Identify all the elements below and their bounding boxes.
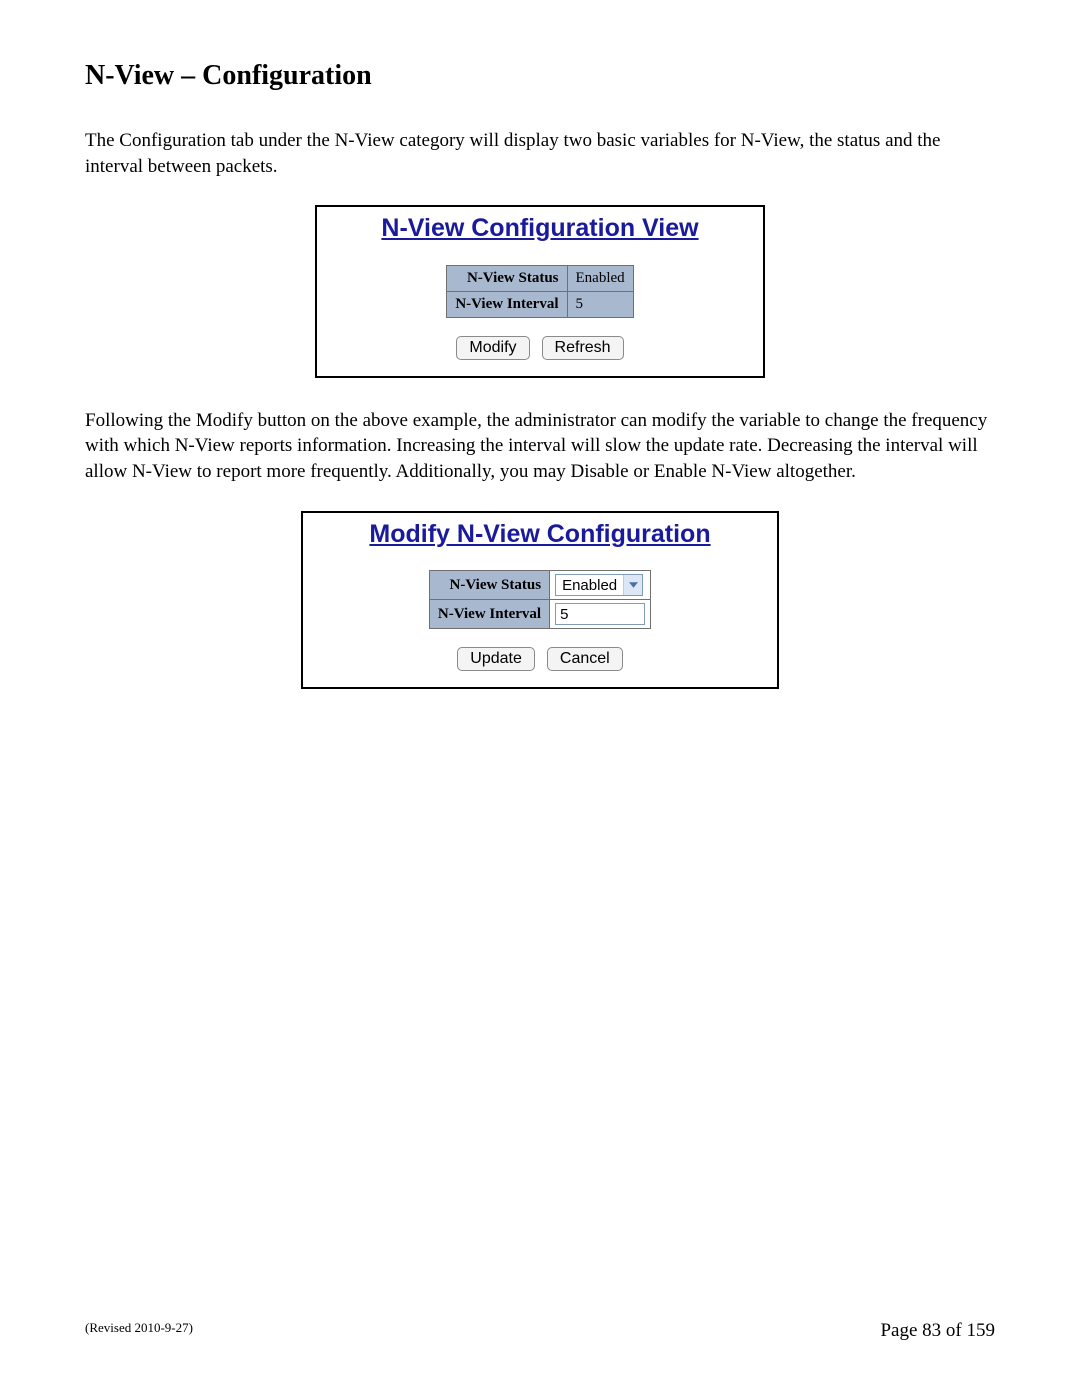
modify-paragraph: Following the Modify button on the above… [85, 408, 995, 485]
interval-input[interactable] [555, 603, 645, 625]
modify-status-label: N-View Status [429, 571, 549, 600]
modify-config-table: N-View Status Enabled N-View Interval [429, 570, 651, 629]
document-page: N-View – Configuration The Configuration… [0, 0, 1080, 1397]
status-value: Enabled [567, 265, 633, 291]
section-heading: N-View – Configuration [85, 60, 995, 92]
modify-panel-wrap: Modify N-View Configuration N-View Statu… [85, 511, 995, 690]
status-select[interactable]: Enabled [555, 574, 643, 596]
chevron-down-icon [623, 575, 642, 595]
view-panel-wrap: N-View Configuration View N-View Status … [85, 205, 995, 378]
view-config-table: N-View Status Enabled N-View Interval 5 [446, 265, 633, 318]
interval-label: N-View Interval [447, 291, 567, 317]
refresh-button[interactable]: Refresh [542, 336, 624, 360]
page-footer: (Revised 2010-9-27) Page 83 of 159 [85, 1320, 995, 1342]
modify-interval-label: N-View Interval [429, 600, 549, 629]
table-row: N-View Status Enabled [447, 265, 633, 291]
table-row: N-View Interval 5 [447, 291, 633, 317]
view-button-row: Modify Refresh [329, 336, 751, 360]
intro-paragraph: The Configuration tab under the N-View c… [85, 128, 995, 179]
modify-status-cell: Enabled [550, 571, 651, 600]
interval-value: 5 [567, 291, 633, 317]
nview-modify-panel: Modify N-View Configuration N-View Statu… [301, 511, 779, 690]
nview-config-view-panel: N-View Configuration View N-View Status … [315, 205, 765, 378]
revised-date: (Revised 2010-9-27) [85, 1320, 193, 1342]
status-select-value: Enabled [556, 577, 623, 594]
status-label: N-View Status [447, 265, 567, 291]
cancel-button[interactable]: Cancel [547, 647, 623, 671]
page-number: Page 83 of 159 [880, 1320, 995, 1342]
modify-button-row: Update Cancel [315, 647, 765, 671]
table-row: N-View Interval [429, 600, 650, 629]
view-panel-title: N-View Configuration View [329, 215, 751, 243]
modify-button[interactable]: Modify [456, 336, 529, 360]
modify-panel-title: Modify N-View Configuration [315, 521, 765, 549]
modify-interval-cell [550, 600, 651, 629]
update-button[interactable]: Update [457, 647, 535, 671]
table-row: N-View Status Enabled [429, 571, 650, 600]
